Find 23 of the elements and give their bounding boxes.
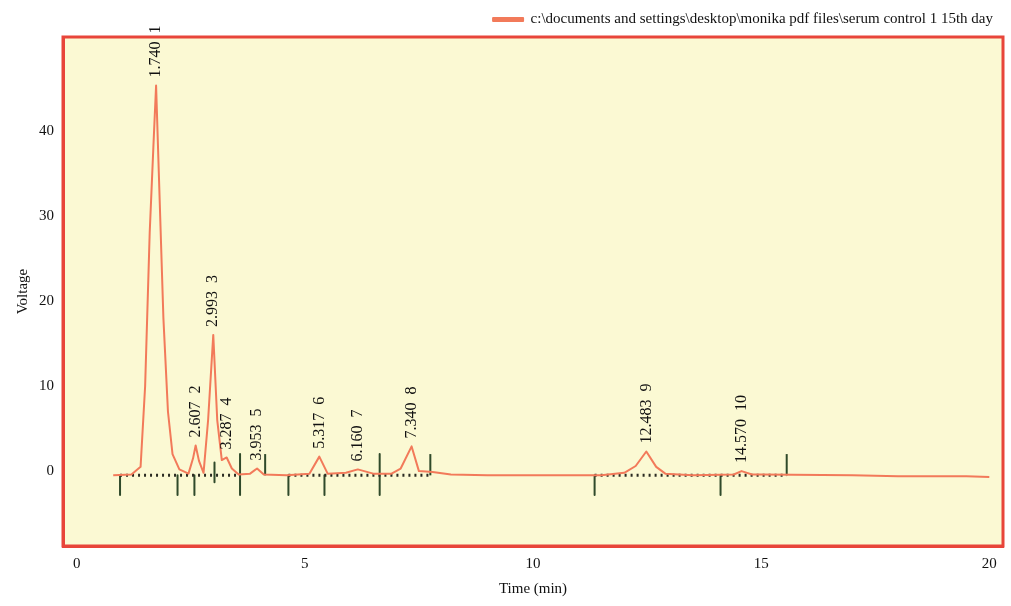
annotation: 2.993 3: [203, 274, 221, 327]
y-tick-label: 0: [46, 462, 54, 479]
y-tick-label: 10: [39, 376, 54, 393]
y-tick-label: 30: [39, 206, 54, 223]
annotation: 7.340 8: [401, 386, 419, 439]
x-axis-title: Time (min): [498, 579, 568, 597]
annotation: 12.483 9: [636, 383, 654, 444]
annotation: 2.607 2: [185, 385, 203, 438]
x-tick-label: 10: [525, 554, 541, 571]
x-tick-label: 5: [301, 554, 309, 571]
annotation: 5.317 6: [309, 396, 327, 449]
x-tick-label: 0: [72, 554, 81, 571]
annotation: 14.570 10: [731, 395, 749, 464]
annotation: 3.953 5: [247, 408, 265, 461]
x-tick-label: 20: [981, 554, 997, 571]
x-tick-label: 15: [753, 554, 769, 571]
annotation: 1.740 1: [146, 25, 164, 78]
annotation: 3.287 4: [216, 397, 234, 450]
y-axis-title: Voltage: [13, 268, 30, 315]
y-tick-label: 20: [39, 291, 54, 308]
legend-label: c:\documents and settings\desktop\monika pdf files\serum control 1 15th day: [530, 10, 994, 27]
annotation: 6.160 7: [347, 409, 365, 462]
y-tick-label: 40: [39, 121, 54, 138]
